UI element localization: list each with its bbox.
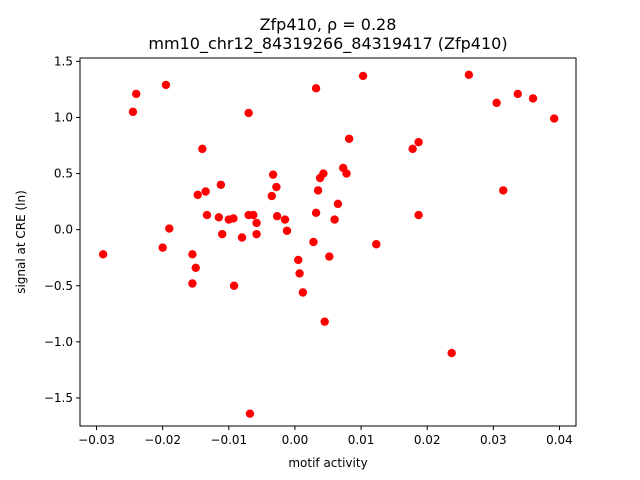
data-point-35 xyxy=(309,237,318,247)
x-tick-label-5: 0.02 xyxy=(414,433,441,447)
data-point-6 xyxy=(188,250,197,259)
y-tick-label-6: 1.5 xyxy=(54,54,73,68)
x-tick-label-2: −0.01 xyxy=(210,433,247,447)
data-point-53 xyxy=(447,348,456,358)
plot-frame xyxy=(79,57,577,427)
data-point-43 xyxy=(330,215,339,224)
data-point-30 xyxy=(280,215,290,224)
data-point-50 xyxy=(408,144,417,154)
data-point-19 xyxy=(237,233,247,242)
x-axis-label: motif activity xyxy=(288,456,367,470)
data-point-8 xyxy=(191,263,200,272)
y-tick-label-2: −0.5 xyxy=(44,279,73,293)
data-point-59 xyxy=(549,114,559,123)
y-axis-label: signal at CRE (ln) xyxy=(14,190,28,294)
data-point-17 xyxy=(229,214,238,223)
data-point-34 xyxy=(298,288,308,297)
data-point-47 xyxy=(344,134,354,143)
data-point-55 xyxy=(492,98,501,108)
data-point-9 xyxy=(193,190,202,200)
y-tick-label-1: −1.0 xyxy=(44,335,73,349)
data-point-48 xyxy=(358,71,368,81)
chart-title-line2: mm10_chr12_84319266_84319417 (Zfp410) xyxy=(148,34,507,54)
data-point-40 xyxy=(319,169,328,178)
y-axis-ticks: −1.5 −1.0 −0.5 0.0 0.5 1.0 1.5 xyxy=(44,54,80,405)
data-point-23 xyxy=(249,210,258,220)
data-point-5 xyxy=(165,224,174,233)
data-point-4 xyxy=(161,80,171,90)
x-tick-label-3: 0.00 xyxy=(282,433,309,447)
data-point-49 xyxy=(372,240,381,249)
data-point-54 xyxy=(464,70,474,80)
data-point-14 xyxy=(216,180,226,189)
data-point-56 xyxy=(499,186,508,195)
data-point-46 xyxy=(342,169,351,178)
data-point-27 xyxy=(268,170,278,179)
data-point-42 xyxy=(325,252,334,261)
y-tick-label-4: 0.5 xyxy=(54,167,73,181)
x-axis-ticks: −0.03 −0.02 −0.01 0.00 0.01 0.02 0.03 0.04 xyxy=(78,426,573,447)
data-point-57 xyxy=(513,89,522,99)
data-point-26 xyxy=(267,191,276,201)
data-point-25 xyxy=(252,229,261,239)
x-tick-label-0: −0.03 xyxy=(78,433,115,447)
data-point-3 xyxy=(158,243,167,252)
data-point-24 xyxy=(252,218,261,228)
data-point-0 xyxy=(98,250,108,259)
data-point-44 xyxy=(333,199,343,209)
x-tick-label-1: −0.02 xyxy=(144,433,181,447)
data-point-22 xyxy=(245,409,255,418)
data-point-29 xyxy=(272,212,282,221)
data-point-51 xyxy=(414,137,423,147)
data-point-12 xyxy=(202,210,212,220)
y-tick-label-0: −1.5 xyxy=(44,391,73,405)
data-point-11 xyxy=(201,187,210,196)
data-point-20 xyxy=(244,108,253,118)
data-points xyxy=(98,70,559,418)
y-tick-label-3: 0.0 xyxy=(54,223,73,237)
data-point-58 xyxy=(528,94,538,103)
data-point-15 xyxy=(217,229,227,239)
x-tick-label-7: 0.04 xyxy=(546,433,573,447)
data-point-28 xyxy=(272,182,281,192)
y-tick-label-5: 1.0 xyxy=(54,110,73,124)
data-point-37 xyxy=(311,208,321,218)
data-point-32 xyxy=(294,255,303,265)
data-point-38 xyxy=(313,186,323,195)
data-point-31 xyxy=(282,226,292,235)
data-point-18 xyxy=(229,281,239,290)
data-point-13 xyxy=(214,213,224,222)
data-point-7 xyxy=(188,279,197,288)
chart-title-line1: Zfp410, ρ = 0.28 xyxy=(260,15,397,34)
data-point-2 xyxy=(132,89,141,99)
x-tick-label-6: 0.03 xyxy=(480,433,507,447)
data-point-36 xyxy=(311,84,321,93)
data-point-33 xyxy=(295,269,304,278)
data-point-52 xyxy=(414,210,423,220)
data-point-1 xyxy=(128,107,138,117)
data-point-41 xyxy=(320,317,329,326)
data-point-10 xyxy=(198,144,207,154)
x-tick-label-4: 0.01 xyxy=(348,433,375,447)
